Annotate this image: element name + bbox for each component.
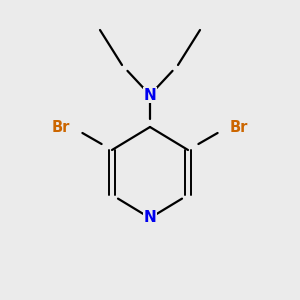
Text: N: N: [144, 88, 156, 103]
Text: Br: Br: [52, 119, 70, 134]
Text: N: N: [144, 211, 156, 226]
Text: Br: Br: [230, 119, 248, 134]
